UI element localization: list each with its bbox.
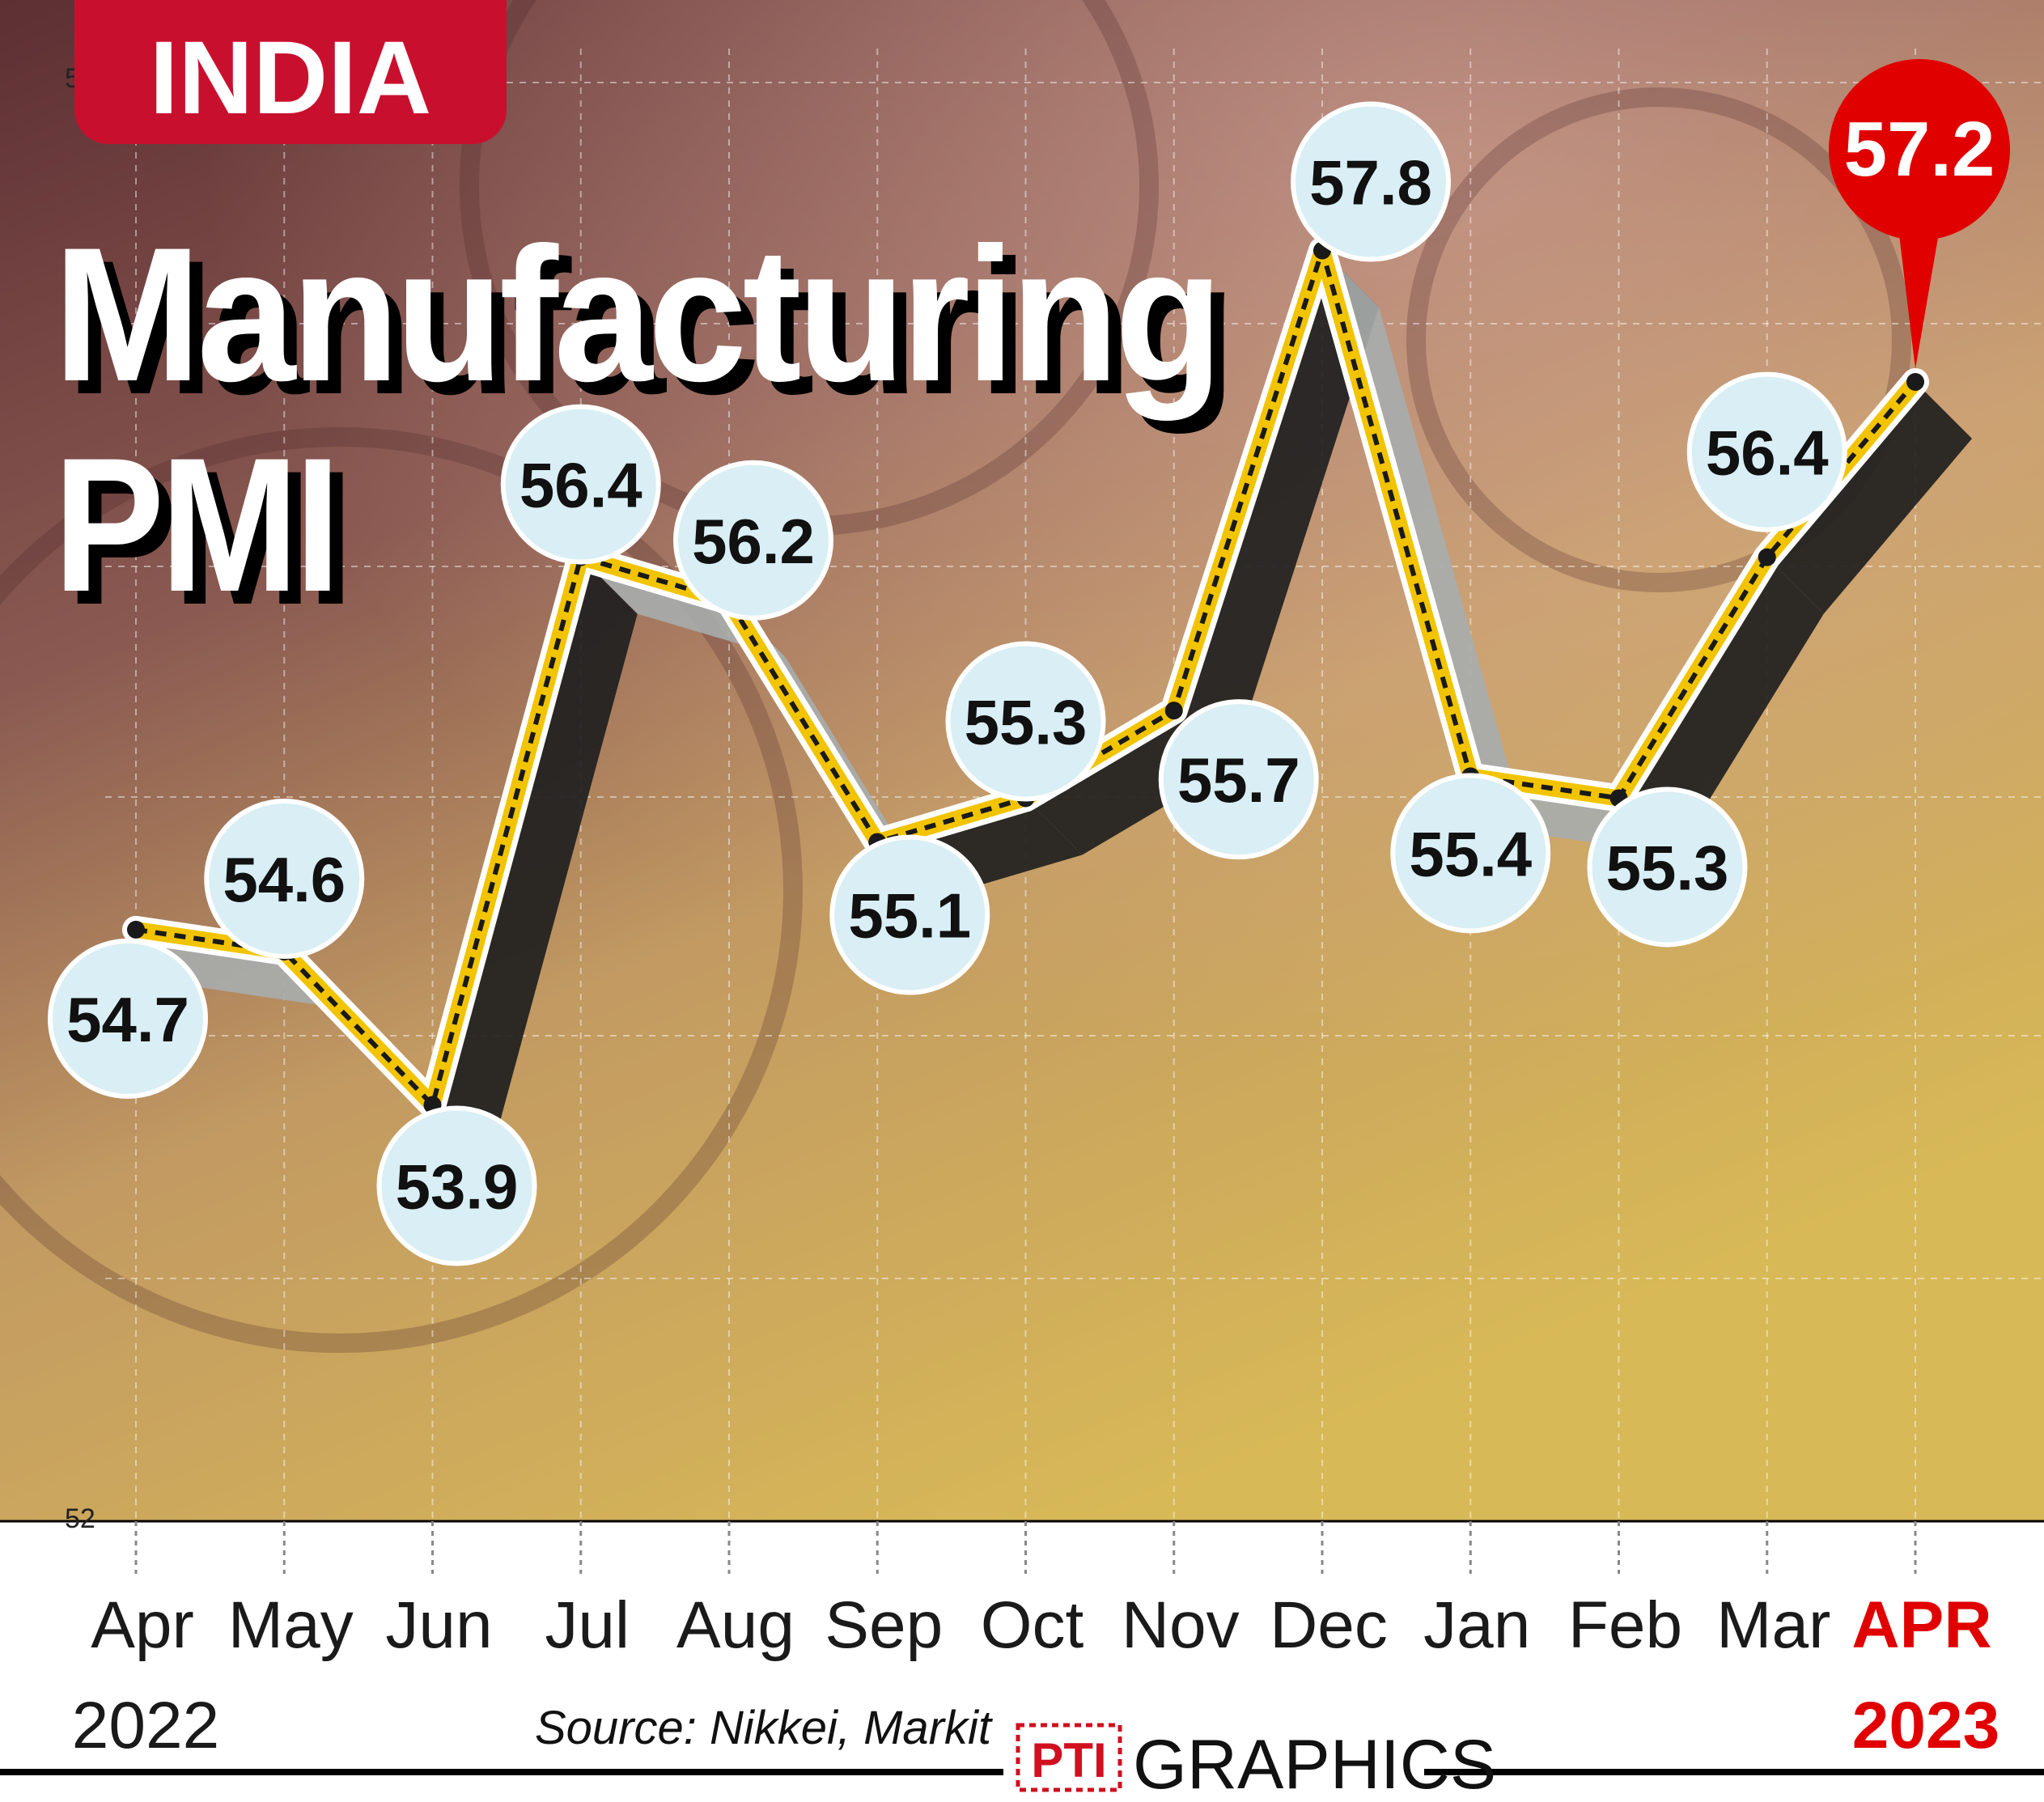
data-label: 56.4: [1706, 418, 1829, 489]
data-label-bubble: [945, 641, 1106, 802]
data-label: 56.2: [692, 506, 815, 577]
x-tick-label: Oct: [981, 1588, 1084, 1662]
data-label-bubbles: 54.7 54.6 53.9 56.4 56.2 55.1 55.3 55.7 57.8 55.4…: [48, 101, 1847, 1266]
brand-label: GRAPHICS: [1133, 1726, 1496, 1802]
chart-title-line-2-shadow: PMI: [66, 431, 350, 645]
data-label: 55.4: [1409, 818, 1532, 889]
year-start-label: 2022: [72, 1689, 219, 1762]
x-tick-label: Dec: [1270, 1588, 1388, 1662]
x-tick-label: Mar: [1716, 1588, 1830, 1662]
data-label: 55.7: [1177, 744, 1300, 816]
x-tick-label: Sep: [825, 1588, 943, 1662]
data-label: 55.3: [965, 686, 1088, 757]
chart-title-line-1: Manufacturing: [53, 208, 1219, 422]
x-tick-label: May: [228, 1588, 354, 1662]
source-label: Source: Nikkei, Markit: [535, 1702, 994, 1754]
data-label: 53.9: [396, 1151, 519, 1223]
pti-logo: PTI: [1016, 1723, 1122, 1792]
ribbon-segment: [1766, 382, 1972, 614]
data-point: [127, 920, 145, 939]
x-tick-label: APR: [1851, 1588, 1991, 1662]
data-label-bubble: [1686, 371, 1847, 532]
india-badge-label: INDIA: [150, 20, 431, 136]
data-point: [1164, 702, 1183, 720]
data-point: [1758, 548, 1776, 566]
x-tick-label: Apr: [91, 1588, 194, 1662]
chart-title: Manufacturing Manufacturing PMI PMI: [53, 208, 1236, 645]
data-point: [1906, 373, 1924, 391]
data-label: 56.4: [519, 450, 642, 521]
year-end-label: 2023: [1852, 1689, 1999, 1762]
data-label-bubble: [673, 460, 833, 621]
latest-value-pin: 57.2: [1829, 59, 2010, 369]
data-label-bubble: [500, 404, 661, 565]
ribbon-segment: [1618, 557, 1824, 855]
data-label-bubble: [204, 799, 365, 959]
data-label-bubble: [376, 1105, 537, 1266]
x-tick-labels: Apr May Jun Jul Aug Sep Oct Nov Dec Jan Feb Mar APR: [91, 1588, 1991, 1662]
chart-title-line-2: PMI: [53, 418, 337, 632]
ribbon-segment: [432, 557, 638, 1162]
x-tick-label: Feb: [1568, 1588, 1682, 1662]
brand-box: [1003, 1714, 1424, 1802]
data-label-bubble: [1390, 773, 1551, 934]
data-label-bubble: [829, 834, 990, 995]
data-label: 57.8: [1309, 147, 1432, 218]
pti-logo-text: PTI: [1031, 1733, 1106, 1787]
data-label-bubble: [1291, 101, 1451, 262]
y-tick-label-min: 52: [65, 1503, 95, 1534]
data-label-bubble: [1587, 787, 1748, 948]
data-label: 55.1: [848, 880, 971, 952]
pin-head: [1829, 59, 2010, 240]
x-tick-label: Aug: [676, 1588, 795, 1662]
x-tick-label: Jun: [385, 1588, 492, 1662]
x-tick-label: Nov: [1122, 1588, 1240, 1662]
data-label: 54.7: [66, 984, 189, 1055]
x-tick-label: Jan: [1423, 1588, 1530, 1662]
data-label: 55.3: [1606, 832, 1729, 903]
ribbon-segment: [1173, 250, 1379, 768]
chart-title-line-1-shadow: Manufacturing: [66, 221, 1232, 435]
latest-value-label: 57.2: [1844, 106, 1995, 193]
pin-stem: [1897, 214, 1942, 369]
data-label: 54.6: [223, 844, 346, 915]
data-label-bubble: [48, 938, 208, 1099]
data-label-bubble: [1158, 699, 1319, 860]
x-tick-label: Jul: [545, 1588, 630, 1662]
